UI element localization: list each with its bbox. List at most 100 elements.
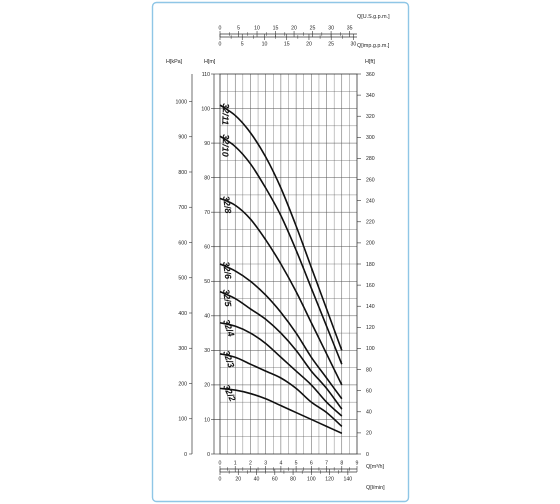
curve-32-5 — [219, 290, 343, 410]
right-scale: 0 20 40 60 80 100 120 140 160 180 200 220 240 260 280 3… — [357, 72, 375, 458]
curve-32-6 — [219, 263, 343, 400]
ft-tick-label: 240 — [366, 198, 375, 204]
usgpm-tick-label: 10 — [254, 26, 260, 32]
ft-tick-label: 20 — [366, 431, 372, 437]
lmin-tick-label: 20 — [235, 477, 241, 483]
ft-tick-label: 100 — [366, 346, 375, 352]
curve-label-32-10: 32/10 — [220, 134, 231, 157]
m3h-tick-label: 7 — [325, 461, 328, 467]
usgpm-axis-label: Q[U.S.g.p.m.] — [357, 14, 390, 20]
impgpm-tick-label: 10 — [262, 42, 268, 48]
ft-tick-label: 360 — [366, 72, 375, 78]
m3h-tick-label: 1 — [234, 461, 237, 467]
lmin-tick-label: 140 — [344, 477, 353, 483]
kpa-tick-label: 300 — [178, 346, 187, 352]
ft-tick-label: 280 — [366, 156, 375, 162]
m3h-tick-label: 6 — [310, 461, 313, 467]
ft-tick-label: 40 — [366, 410, 372, 416]
curve-32-2 — [219, 387, 343, 434]
m3h-tick-label: 2 — [249, 461, 252, 467]
left-scales: 0 100 200 300 400 500 600 700 800 900 1000 0 10 20 30 4… — [175, 72, 220, 458]
ft-tick-label: 0 — [366, 452, 369, 458]
kpa-tick-label: 400 — [178, 311, 187, 317]
kpa-tick-label: 100 — [178, 417, 187, 423]
impgpm-tick-label: 25 — [328, 42, 334, 48]
curve-32-11 — [219, 104, 343, 351]
lmin-tick-label: 0 — [219, 477, 222, 483]
usgpm-tick-label: 5 — [237, 26, 240, 32]
ft-tick-label: 220 — [366, 220, 375, 226]
ft-tick-label: 120 — [366, 325, 375, 331]
m3h-tick-label: 8 — [340, 461, 343, 467]
top-scales: 0 5 10 15 20 25 30 35 0 5 10 15 20 25 30 — [219, 26, 357, 48]
ft-tick-label: 160 — [366, 283, 375, 289]
grid — [220, 74, 357, 454]
usgpm-tick-label: 30 — [328, 26, 334, 32]
impgpm-tick-label: 30 — [351, 42, 357, 48]
m-tick-label: 100 — [201, 106, 210, 112]
ft-tick-label: 200 — [366, 241, 375, 247]
m3h-tick-label: 3 — [264, 461, 267, 467]
lmin-axis-label: Q[l/min] — [366, 485, 385, 491]
ft-tick-label: 320 — [366, 114, 375, 120]
m-tick-label: 60 — [204, 245, 210, 251]
m-tick-label: 50 — [204, 279, 210, 285]
lmin-tick-label: 40 — [254, 477, 260, 483]
lmin-tick-label: 120 — [325, 477, 334, 483]
impgpm-tick-label: 5 — [241, 42, 244, 48]
m-tick-label: 80 — [204, 175, 210, 181]
lmin-tick-label: 100 — [307, 477, 316, 483]
curve-label-32-6: 32/6 — [221, 261, 233, 281]
lmin-tick-label: 80 — [290, 477, 296, 483]
ft-tick-label: 300 — [366, 135, 375, 141]
kpa-tick-label: 900 — [178, 135, 187, 141]
kpa-tick-label: 800 — [178, 170, 187, 176]
ft-tick-label: 80 — [366, 367, 372, 373]
ft-tick-label: 180 — [366, 262, 375, 268]
usgpm-tick-label: 25 — [310, 26, 316, 32]
lmin-tick-label: 60 — [272, 477, 278, 483]
curve-label-32-8: 32/8 — [221, 195, 233, 214]
ft-tick-label: 140 — [366, 304, 375, 310]
kpa-axis-label: H[kPa] — [166, 59, 183, 65]
ft-tick-label: 340 — [366, 93, 375, 99]
curve-32-8 — [219, 197, 343, 386]
m-tick-label: 110 — [202, 72, 210, 78]
m-axis-label: H[m] — [204, 59, 216, 65]
impgpm-tick-label: 20 — [306, 42, 312, 48]
ft-tick-label: 60 — [366, 388, 372, 394]
impgpm-tick-label: 0 — [219, 42, 222, 48]
usgpm-tick-label: 15 — [273, 26, 279, 32]
ft-tick-label: 260 — [366, 177, 375, 183]
impgpm-tick-label: 15 — [284, 42, 290, 48]
m3h-tick-label: 4 — [279, 461, 282, 467]
curve-32-3 — [219, 353, 343, 427]
curve-32-4 — [219, 321, 343, 417]
curve-32-10 — [219, 135, 343, 365]
m-tick-label: 20 — [204, 383, 210, 389]
usgpm-tick-label: 20 — [291, 26, 297, 32]
m-tick-label: 70 — [204, 210, 210, 216]
curve-label-32-11: 32/11 — [220, 103, 231, 125]
kpa-tick-label: 1000 — [175, 99, 187, 105]
ft-axis-label: H[ft] — [365, 59, 375, 65]
m-tick-label: 40 — [204, 314, 210, 320]
m3h-tick-label: 0 — [219, 461, 222, 467]
m-tick-label: 0 — [207, 452, 210, 458]
kpa-tick-label: 600 — [178, 240, 187, 246]
usgpm-tick-label: 35 — [347, 26, 353, 32]
m3h-axis-label: Q[m³/h] — [366, 464, 384, 470]
kpa-tick-label: 700 — [178, 205, 187, 211]
m3h-tick-label: 5 — [295, 461, 298, 467]
bottom-scales: 0 1 2 3 4 5 6 7 8 9 0 20 40 60 80 100 120 140 — [219, 461, 359, 483]
m-tick-label: 30 — [204, 348, 210, 354]
m-tick-label: 90 — [204, 141, 210, 147]
kpa-tick-label: 500 — [178, 276, 187, 282]
m3h-tick-label: 9 — [356, 461, 359, 467]
kpa-tick-label: 0 — [184, 452, 187, 458]
impgpm-axis-label: Q[imp.g.p.m.] — [357, 43, 390, 49]
outer-border — [151, 1, 410, 503]
